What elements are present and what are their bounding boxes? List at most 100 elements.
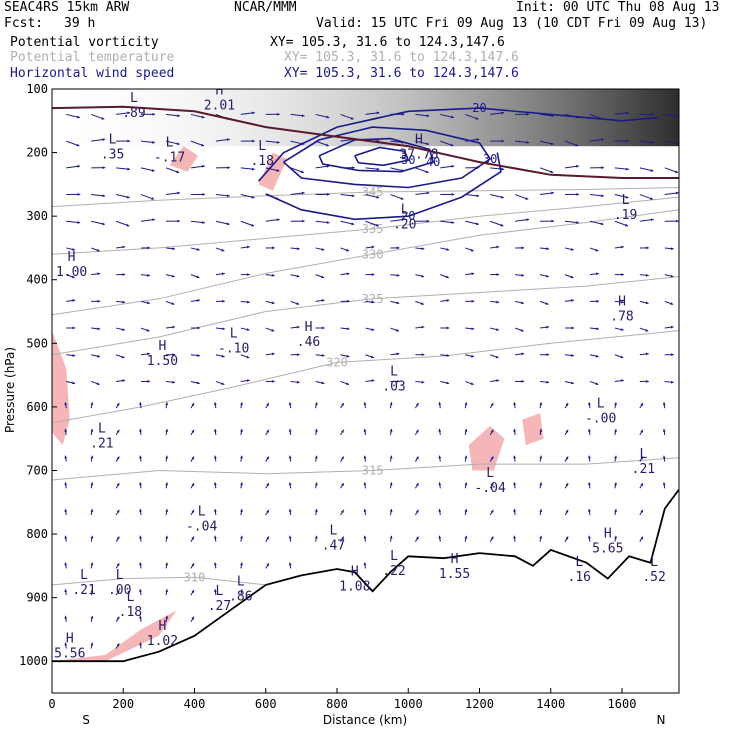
wind-vector-head xyxy=(363,455,367,459)
wind-vector-head xyxy=(64,509,68,512)
wind-vector-head xyxy=(213,428,217,432)
hl-value: .20 xyxy=(393,217,416,232)
wind-vector-head xyxy=(127,167,131,171)
hl-label-12: H.46 xyxy=(297,320,320,350)
wind-vector-head xyxy=(288,428,292,432)
wind-vector-head xyxy=(363,535,367,539)
wind-vector-head xyxy=(202,164,205,168)
hl-value: -.00 xyxy=(585,411,616,426)
hl-label-29: H1.08 xyxy=(339,565,370,595)
wind-vector-head xyxy=(165,535,169,539)
wind-vector-head xyxy=(640,429,643,433)
hl-type: L xyxy=(80,568,88,583)
x-axis-label: Distance (km) xyxy=(323,713,407,727)
wind-vector-head xyxy=(670,302,674,305)
hl-type: H xyxy=(216,83,224,98)
wind-vector-head xyxy=(90,642,94,646)
x-tick-label: 1200 xyxy=(465,697,494,711)
wind-vector-head xyxy=(595,354,599,358)
wind-vector-head xyxy=(246,245,250,249)
wind-vector-head xyxy=(122,245,126,249)
wind-vector-head xyxy=(139,509,142,512)
x-tick-label: 1000 xyxy=(394,697,423,711)
wind-vector-head xyxy=(621,300,624,304)
wind-vector-head xyxy=(296,380,300,384)
wind-vector-head xyxy=(222,299,225,303)
wind-vector-head xyxy=(451,115,454,119)
pv-region-4 xyxy=(522,413,544,445)
wind-vector-head xyxy=(116,403,120,407)
wind-vector-head xyxy=(213,402,217,406)
wind-vector-head xyxy=(676,219,679,223)
hl-value: .21 xyxy=(72,583,95,598)
wind-vector-head xyxy=(146,328,150,332)
theta-contour-4 xyxy=(52,209,679,316)
hl-label-32: L.52 xyxy=(642,555,665,585)
hl-label-4: L.18 xyxy=(250,139,273,169)
wind-vector-head xyxy=(152,140,155,144)
wind-vector-head xyxy=(321,381,325,385)
wind-vector-head xyxy=(314,482,318,486)
theta-contour-label-6: 345 xyxy=(362,185,384,199)
wind-vector-head xyxy=(601,194,604,198)
wind-vector-head xyxy=(152,218,155,222)
wind-vector-head xyxy=(646,379,649,383)
theta-contour-6 xyxy=(52,187,679,208)
wind-vector-head xyxy=(496,379,500,383)
wind-vector-head xyxy=(246,355,250,359)
hl-value: 1.08 xyxy=(339,580,370,595)
wind-vector-head xyxy=(321,247,325,251)
wind-vector-head xyxy=(576,164,579,168)
wind-vector-head xyxy=(341,509,344,513)
wind-vector-head xyxy=(614,455,617,459)
wind-vector-head xyxy=(438,428,442,432)
wind-vector-head xyxy=(546,247,550,251)
hl-value: .27 xyxy=(208,599,231,614)
terrain-line xyxy=(52,488,679,663)
y-tick-label: 100 xyxy=(26,82,48,96)
wind-vector-head xyxy=(165,428,169,432)
wind-vector-head xyxy=(276,218,280,222)
wind-vector-head xyxy=(595,382,599,385)
hl-label-17: L.21 xyxy=(632,447,655,477)
x-tick-label: 400 xyxy=(184,697,206,711)
wind-vector-head xyxy=(571,326,574,330)
x-tick-label: 200 xyxy=(112,697,134,711)
wind-vector-head xyxy=(596,272,599,276)
wind-vector-head xyxy=(266,483,269,487)
hl-type: L xyxy=(230,326,238,341)
wind-vector-head xyxy=(451,164,455,168)
hl-value: .52 xyxy=(642,570,665,585)
wind-vector-head xyxy=(464,428,468,432)
wind-vector-head xyxy=(588,455,591,459)
wind-vector-head xyxy=(296,325,300,329)
tropopause-line xyxy=(52,105,679,179)
hl-label-18: L-.04 xyxy=(186,504,217,534)
wind-vector-head xyxy=(650,197,653,200)
wind-vector-head xyxy=(227,194,230,198)
wind-vector-head xyxy=(121,355,125,359)
wind-vector-head xyxy=(426,191,430,195)
wind-vector-head xyxy=(389,402,393,406)
wind-vector-head xyxy=(152,112,156,116)
hl-value: .16 xyxy=(568,570,591,585)
wind-vector-head xyxy=(165,562,169,566)
hl-type: H xyxy=(305,320,313,335)
wind-vector-head xyxy=(197,354,200,357)
hl-type: L xyxy=(575,555,583,570)
wind-vector-head xyxy=(272,379,275,383)
wind-vector-head xyxy=(126,223,130,227)
hl-type: L xyxy=(126,590,134,605)
wind-vector-head xyxy=(662,455,666,459)
wind-vector-head xyxy=(620,379,624,383)
wind-vector-head xyxy=(122,328,125,331)
hl-type: H xyxy=(159,619,167,634)
wind-vector-head xyxy=(90,589,94,593)
wind-vector-head xyxy=(426,114,430,118)
wind-vector-head xyxy=(102,138,106,142)
wind-vector-head xyxy=(400,197,404,200)
wind-vector-head xyxy=(165,615,169,619)
wind-vector-head xyxy=(201,143,205,147)
wind-vector-head xyxy=(72,354,76,357)
wind-vector-head xyxy=(539,535,543,539)
